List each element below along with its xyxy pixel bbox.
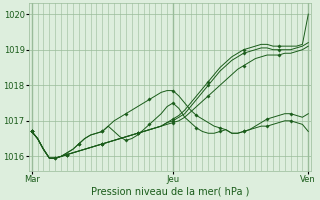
X-axis label: Pression niveau de la mer( hPa ): Pression niveau de la mer( hPa )	[91, 187, 249, 197]
